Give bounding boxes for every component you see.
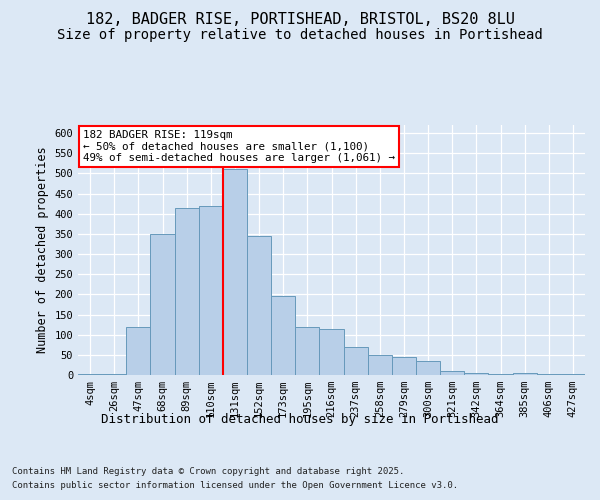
- Bar: [512, 374, 537, 375]
- Text: Size of property relative to detached houses in Portishead: Size of property relative to detached ho…: [57, 28, 543, 42]
- Text: 182, BADGER RISE, PORTISHEAD, BRISTOL, BS20 8LU: 182, BADGER RISE, PORTISHEAD, BRISTOL, B…: [86, 12, 514, 28]
- Bar: [199, 206, 223, 375]
- Bar: [344, 347, 368, 375]
- Bar: [368, 355, 392, 375]
- Bar: [440, 371, 464, 375]
- Text: Contains public sector information licensed under the Open Government Licence v3: Contains public sector information licen…: [12, 481, 458, 490]
- Bar: [537, 374, 561, 375]
- Bar: [78, 374, 102, 375]
- Text: Distribution of detached houses by size in Portishead: Distribution of detached houses by size …: [101, 412, 499, 426]
- Bar: [295, 326, 319, 375]
- Text: Contains HM Land Registry data © Crown copyright and database right 2025.: Contains HM Land Registry data © Crown c…: [12, 468, 404, 476]
- Bar: [319, 328, 344, 375]
- Bar: [271, 296, 295, 375]
- Bar: [392, 357, 416, 375]
- Bar: [561, 374, 585, 375]
- Bar: [416, 361, 440, 375]
- Bar: [488, 374, 512, 375]
- Y-axis label: Number of detached properties: Number of detached properties: [36, 146, 49, 354]
- Text: 182 BADGER RISE: 119sqm
← 50% of detached houses are smaller (1,100)
49% of semi: 182 BADGER RISE: 119sqm ← 50% of detache…: [83, 130, 395, 163]
- Bar: [223, 170, 247, 375]
- Bar: [126, 326, 151, 375]
- Bar: [464, 374, 488, 375]
- Bar: [247, 236, 271, 375]
- Bar: [151, 234, 175, 375]
- Bar: [175, 208, 199, 375]
- Bar: [102, 374, 126, 375]
